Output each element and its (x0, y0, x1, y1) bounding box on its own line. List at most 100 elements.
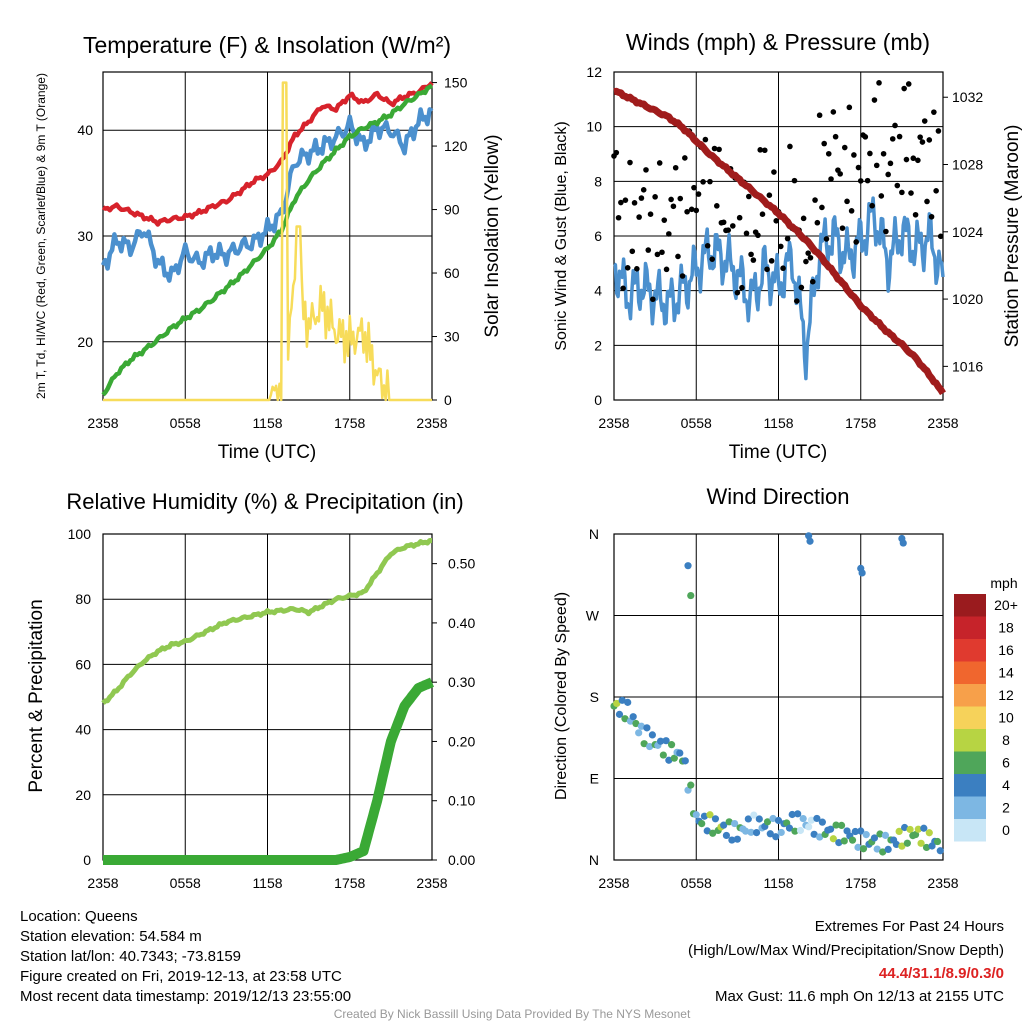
speed-legend-label: 18 (998, 620, 1014, 636)
gust-point (830, 109, 837, 115)
gust-point (675, 253, 681, 260)
precip-y-tick-label: 0.40 (448, 615, 475, 631)
direction-point (906, 825, 914, 834)
speed-legend-swatch (954, 751, 986, 774)
gust-point (912, 211, 919, 218)
temperature-left-axis-label: 2m T, Td, HI/WC (Red, Green, Scarlet/Blu… (34, 73, 48, 399)
gust-point (663, 266, 670, 273)
gust-point (711, 145, 718, 152)
gust-point (889, 136, 896, 142)
direction-point (829, 835, 837, 843)
temperature-y-tick-label: 40 (77, 122, 93, 138)
temperature-x-tick-label: 2358 (416, 415, 447, 431)
gust-point (883, 228, 889, 235)
gust-point (780, 265, 786, 272)
gust-point (761, 147, 768, 154)
direction-point (805, 823, 813, 831)
winds-y-tick-label: 6 (594, 228, 602, 244)
direction-point (670, 754, 678, 762)
gust-point (823, 236, 830, 242)
pressure-y-tick-label: 1016 (952, 358, 983, 374)
gust-point (837, 171, 843, 177)
direction-point (920, 824, 928, 832)
direction-point (700, 812, 709, 820)
winds-pressure-panel: Winds (mph) & Pressure (mb) Sonic Wind &… (553, 29, 1023, 463)
gust-point (622, 197, 629, 203)
direction-point (728, 836, 736, 844)
speed-legend-label: 8 (1002, 732, 1010, 748)
direction-point (755, 815, 763, 823)
humidity-y-tick-label: 80 (75, 591, 91, 607)
humidity-precip-panel: Relative Humidity (%) & Precipitation (i… (26, 489, 475, 891)
gust-point (807, 254, 814, 261)
gust-point (750, 257, 757, 263)
gust-point (682, 155, 688, 161)
insolation-y-tick-label: 30 (444, 329, 460, 345)
gust-point (695, 191, 702, 197)
direction-point (895, 827, 903, 835)
temperature-x-tick-label: 1158 (252, 415, 282, 431)
direction-point (747, 828, 755, 836)
speed-legend-swatch (954, 706, 986, 729)
gust-point (613, 149, 620, 156)
speed-legend-label: 0 (1002, 822, 1010, 838)
gust-point (784, 235, 791, 242)
gust-point (748, 251, 754, 258)
precip-y-tick-label: 0.00 (448, 852, 475, 868)
gust-point (851, 152, 857, 158)
gust-point (935, 128, 942, 134)
gust-point (855, 164, 862, 171)
direction-point (881, 831, 890, 839)
gust-point (867, 150, 873, 157)
direction-point (807, 816, 816, 824)
direction-point (763, 818, 772, 826)
insolation-y-tick-label: 0 (444, 392, 452, 408)
winds-y-tick-label: 12 (586, 64, 602, 80)
temperature-title: Temperature (F) & Insolation (W/m²) (83, 32, 451, 58)
direction-x-tick-label: 2358 (598, 875, 629, 891)
winds-x-tick-label: 1758 (845, 415, 876, 431)
speed-legend-label: 20+ (994, 597, 1018, 613)
direction-point (922, 843, 931, 852)
gust-point (937, 233, 944, 240)
humidity-line (101, 538, 433, 705)
direction-point (816, 833, 824, 841)
gust-point (631, 200, 638, 206)
gust-point (841, 144, 848, 151)
direction-point (936, 847, 944, 855)
humidity-y-tick-label: 40 (75, 722, 91, 738)
direction-point (720, 821, 728, 829)
speed-legend-label: 14 (998, 665, 1014, 681)
pressure-y-tick-label: 1020 (952, 291, 983, 307)
temperature-series-line-red (101, 81, 434, 227)
direction-point (799, 814, 807, 823)
gust-point (803, 258, 809, 265)
gust-point (798, 284, 805, 291)
gust-point (846, 104, 853, 111)
humidity-x-tick-label: 1758 (334, 875, 365, 891)
gust-point (816, 112, 823, 119)
gust-point (688, 206, 695, 213)
direction-y-tick-label: E (590, 771, 599, 787)
humidity-x-tick-label: 2358 (416, 875, 447, 891)
gust-point (832, 133, 839, 140)
gust-point (704, 242, 711, 249)
gust-point (739, 284, 745, 291)
direction-point (637, 722, 646, 730)
direction-point (788, 810, 796, 819)
direction-point (892, 840, 900, 849)
winds-y-tick-label: 0 (594, 392, 602, 408)
winds-y-tick-label: 2 (594, 337, 602, 353)
direction-x-tick-label: 1758 (845, 875, 876, 891)
gust-point (661, 217, 668, 223)
gust-point (924, 198, 930, 205)
gust-point (615, 214, 622, 221)
gust-point (876, 80, 882, 86)
direction-point (624, 698, 632, 706)
gust-point (716, 146, 722, 153)
gust-point (636, 214, 642, 220)
direction-y-tick-label: W (586, 608, 600, 624)
gust-point (919, 139, 926, 145)
gust-point (917, 134, 923, 140)
direction-point (698, 820, 706, 828)
